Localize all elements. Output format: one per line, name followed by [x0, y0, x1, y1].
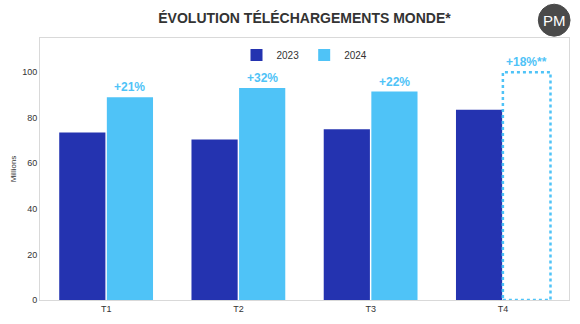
svg-text:T4: T4 — [498, 304, 509, 314]
svg-text:ÉVOLUTION TÉLÉCHARGEMENTS MOND: ÉVOLUTION TÉLÉCHARGEMENTS MONDE* — [158, 10, 451, 26]
svg-text:PM: PM — [543, 12, 566, 29]
svg-text:2023: 2023 — [277, 50, 300, 61]
svg-text:100: 100 — [22, 67, 37, 77]
svg-text:T3: T3 — [365, 304, 376, 314]
svg-text:T1: T1 — [101, 304, 112, 314]
svg-text:60: 60 — [27, 158, 37, 168]
svg-text:40: 40 — [27, 204, 37, 214]
svg-text:+21%: +21% — [114, 80, 145, 94]
svg-text:80: 80 — [27, 113, 37, 123]
svg-text:2024: 2024 — [344, 50, 367, 61]
svg-text:T2: T2 — [233, 304, 244, 314]
svg-text:Millions: Millions — [9, 156, 18, 183]
svg-text:+18%**: +18%** — [506, 55, 547, 69]
svg-text:+32%: +32% — [247, 71, 278, 85]
svg-text:20: 20 — [27, 250, 37, 260]
svg-text:+22%: +22% — [379, 75, 410, 89]
svg-text:0: 0 — [32, 295, 37, 305]
